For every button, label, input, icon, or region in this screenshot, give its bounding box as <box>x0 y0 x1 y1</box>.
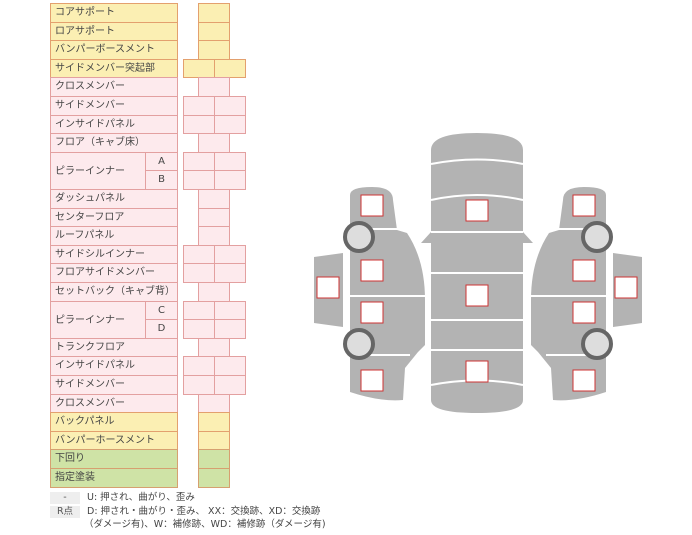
legend-key-dash: - <box>50 492 80 504</box>
damage-marker-box[interactable] <box>360 194 384 217</box>
damage-marker-box[interactable] <box>360 301 384 324</box>
damage-marker-box[interactable] <box>465 284 489 307</box>
legend-key-r: R点 <box>50 506 80 518</box>
legend-text-u: U: 押され、曲がり、歪み <box>87 492 195 503</box>
legend-text-w: （ダメージ有)、W：補修跡、WD：補修跡（ダメージ有) <box>84 519 326 530</box>
wheel-icon <box>581 221 613 253</box>
damage-marker-box[interactable] <box>572 194 596 217</box>
wheel-icon <box>343 221 375 253</box>
row-label: 指定塗装 <box>50 468 178 488</box>
damage-marker-box[interactable] <box>614 276 638 299</box>
damage-input-cell[interactable] <box>214 58 246 79</box>
damage-marker-box[interactable] <box>316 276 340 299</box>
wheel-icon <box>581 328 613 360</box>
row-label: ピラーインナー <box>50 151 146 190</box>
damage-input-cell[interactable] <box>214 263 246 283</box>
damage-marker-box[interactable] <box>360 369 384 392</box>
wheel-icon <box>343 328 375 360</box>
damage-marker-box[interactable] <box>572 369 596 392</box>
damage-marker-box[interactable] <box>572 259 596 282</box>
damage-input-cell[interactable] <box>214 114 246 135</box>
damage-input-cell[interactable] <box>214 375 246 395</box>
wheels <box>343 221 613 360</box>
row-label: ピラーインナー <box>50 300 146 339</box>
damage-input-cell[interactable] <box>214 170 246 190</box>
legend-text-d: D: 押され・曲がり・歪み、 XX：交換跡、XD：交換跡 <box>87 506 321 517</box>
damage-marker-box[interactable] <box>465 360 489 383</box>
car-left-side <box>350 187 425 401</box>
damage-input-cell[interactable] <box>198 468 230 488</box>
car-right-side <box>531 187 606 401</box>
damage-marker-box[interactable] <box>465 199 489 222</box>
damage-marker-box[interactable] <box>360 259 384 282</box>
damage-marker-box[interactable] <box>572 301 596 324</box>
damage-input-cell[interactable] <box>214 319 246 339</box>
